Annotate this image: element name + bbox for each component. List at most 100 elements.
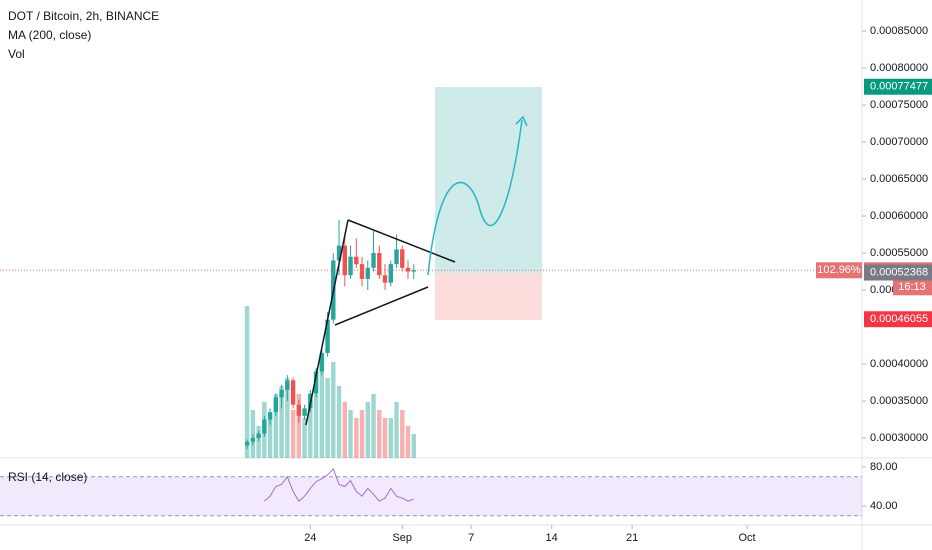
long-stop-zone bbox=[435, 273, 542, 320]
volume-bar bbox=[411, 434, 416, 458]
price-tag bbox=[864, 311, 932, 328]
candle-body bbox=[290, 380, 296, 405]
candle-body bbox=[273, 397, 279, 413]
y-tick-label: 0.00070000 bbox=[870, 136, 928, 148]
x-tick-label: 7 bbox=[468, 532, 474, 544]
volume-bar bbox=[285, 378, 290, 458]
x-tick-label: 21 bbox=[626, 532, 638, 544]
x-tick-label: 14 bbox=[546, 532, 558, 544]
volume-bar bbox=[296, 394, 302, 458]
volume-bar bbox=[405, 426, 411, 458]
y-tick-label: 0.00060000 bbox=[870, 210, 928, 222]
indicator-label: MA (200, close) bbox=[8, 28, 91, 42]
volume-bar bbox=[382, 418, 388, 458]
trend-line bbox=[347, 219, 456, 263]
volume-bar bbox=[313, 394, 319, 458]
countdown-tag bbox=[893, 279, 932, 296]
candle-body bbox=[336, 245, 342, 261]
volume-bar bbox=[267, 418, 273, 458]
percent-tag bbox=[816, 262, 862, 279]
candle-body bbox=[394, 249, 399, 265]
volume-bar bbox=[377, 410, 382, 458]
volume-bar bbox=[325, 378, 330, 458]
y-tick-label: 0.00080000 bbox=[870, 62, 928, 74]
indicator-label: Vol bbox=[8, 47, 25, 61]
candle-body bbox=[325, 319, 330, 353]
rsi-line bbox=[263, 467, 414, 502]
volume-bar bbox=[365, 402, 370, 458]
countdown-label: 16:13 bbox=[898, 281, 926, 293]
volume-bar bbox=[273, 394, 279, 458]
candle-body bbox=[279, 389, 284, 398]
x-tick-label: Sep bbox=[392, 532, 412, 544]
volume-bar bbox=[394, 402, 399, 458]
volume-bar bbox=[359, 410, 365, 458]
volume-bar bbox=[336, 386, 342, 458]
x-tick-label: 24 bbox=[304, 532, 316, 544]
volume-bar bbox=[348, 410, 353, 458]
candle-body bbox=[359, 264, 365, 279]
candle-body bbox=[400, 249, 405, 268]
candle-body bbox=[411, 270, 416, 272]
volume-bar bbox=[244, 306, 250, 458]
price-tag bbox=[864, 264, 932, 281]
candle-body bbox=[348, 256, 353, 276]
candle-body bbox=[388, 264, 393, 283]
forecast-curve bbox=[427, 119, 523, 276]
candle-body bbox=[244, 441, 250, 446]
price-tag-label: 0.00052368 bbox=[870, 266, 928, 278]
candle-body bbox=[354, 256, 359, 265]
volume-bar bbox=[256, 426, 261, 458]
trend-line bbox=[305, 219, 349, 426]
price-tag-label: 0.00046055 bbox=[870, 313, 928, 325]
candle-body bbox=[296, 404, 302, 416]
candle-body bbox=[256, 433, 261, 439]
candle-body bbox=[302, 408, 307, 416]
candle-body bbox=[342, 245, 347, 276]
volume-bar bbox=[354, 418, 359, 458]
candle-body bbox=[313, 371, 319, 394]
candle-body bbox=[377, 253, 382, 276]
volume-bar bbox=[302, 418, 307, 458]
volume-bar bbox=[400, 410, 405, 458]
rsi-tick-label: 40.00 bbox=[870, 500, 898, 512]
volume-bar bbox=[331, 362, 336, 458]
volume-bar bbox=[279, 386, 284, 458]
rsi-band bbox=[0, 476, 862, 516]
volume-bar bbox=[371, 394, 376, 458]
y-tick-label: 0.00030000 bbox=[870, 432, 928, 444]
y-tick-label: 0.00040000 bbox=[870, 358, 928, 370]
percent-tag-label: 102.96% bbox=[817, 264, 861, 276]
volume-bar bbox=[342, 402, 347, 458]
candle-body bbox=[285, 380, 290, 390]
rsi-tick-label: 80.00 bbox=[870, 461, 898, 473]
candle-body bbox=[365, 267, 370, 279]
y-tick-label: 0.00035000 bbox=[870, 395, 928, 407]
candle-body bbox=[405, 267, 411, 272]
candle-body bbox=[319, 352, 325, 372]
y-tick-label: 0.00075000 bbox=[870, 99, 928, 111]
trend-line bbox=[334, 286, 429, 326]
price-tag bbox=[864, 78, 932, 95]
volume-bar bbox=[388, 418, 393, 458]
y-tick-label: 0.00065000 bbox=[870, 173, 928, 185]
volume-bar bbox=[250, 410, 256, 458]
volume-bar bbox=[319, 370, 325, 458]
candle-body bbox=[267, 412, 273, 420]
candle-body bbox=[371, 253, 376, 268]
long-profit-zone bbox=[435, 87, 542, 273]
y-tick-label: 0.00085000 bbox=[870, 25, 928, 37]
rsi-label: RSI (14, close) bbox=[8, 470, 87, 484]
volume-bar bbox=[308, 402, 313, 458]
chart-title: DOT / Bitcoin, 2h, BINANCE bbox=[8, 9, 159, 23]
candle-body bbox=[382, 275, 388, 283]
candle-body bbox=[250, 438, 256, 442]
y-tick-label: 0.00055000 bbox=[870, 247, 928, 259]
x-tick-label: Oct bbox=[739, 532, 756, 544]
candle-body bbox=[262, 419, 267, 434]
forecast-arrow bbox=[515, 115, 528, 127]
price-tag-label: 0.00077477 bbox=[870, 81, 928, 93]
